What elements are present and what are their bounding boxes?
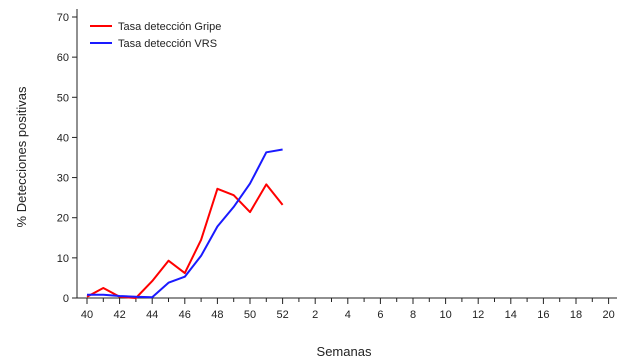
series-line-gripe — [86, 183, 284, 299]
y-tick-label: 10 — [57, 253, 69, 265]
y-tick-label: 30 — [57, 173, 69, 185]
x-tick-label: 50 — [244, 309, 256, 321]
x-tick-label: 12 — [472, 309, 484, 321]
x-tick-label: 40 — [81, 309, 93, 321]
y-tick-label: 60 — [57, 52, 69, 64]
x-tick-label: 44 — [146, 309, 158, 321]
x-axis-title: Semanas — [317, 344, 372, 359]
y-tick-label: 70 — [57, 12, 69, 24]
x-tick-label: 16 — [537, 309, 549, 321]
x-tick-label: 6 — [377, 309, 383, 321]
x-tick-label: 20 — [602, 309, 614, 321]
x-tick-label: 14 — [505, 309, 517, 321]
y-axis-title: % Detecciones positivas — [14, 86, 29, 227]
series-layer — [86, 148, 284, 299]
y-tick-label: 40 — [57, 132, 69, 144]
series-line-vrs — [87, 148, 283, 299]
x-tick-label: 42 — [113, 309, 125, 321]
x-tick-label: 8 — [410, 309, 416, 321]
y-tick-label: 20 — [57, 213, 69, 225]
axes-layer — [76, 9, 617, 299]
legend-label-vrs: Tasa detección VRS — [118, 38, 217, 50]
x-tick-label: 52 — [276, 309, 288, 321]
x-tick-label: 46 — [179, 309, 191, 321]
x-tick-label: 4 — [345, 309, 351, 321]
y-tick-label: 50 — [57, 92, 69, 104]
legend-label-gripe: Tasa detección Gripe — [118, 21, 221, 33]
x-tick-label: 18 — [570, 309, 582, 321]
x-tick-label: 10 — [439, 309, 451, 321]
legend: Tasa detección Gripe Tasa detección VRS — [90, 21, 221, 50]
x-tick-label: 48 — [211, 309, 223, 321]
x-tick-label: 2 — [312, 309, 318, 321]
y-tick-label: 0 — [63, 293, 69, 305]
